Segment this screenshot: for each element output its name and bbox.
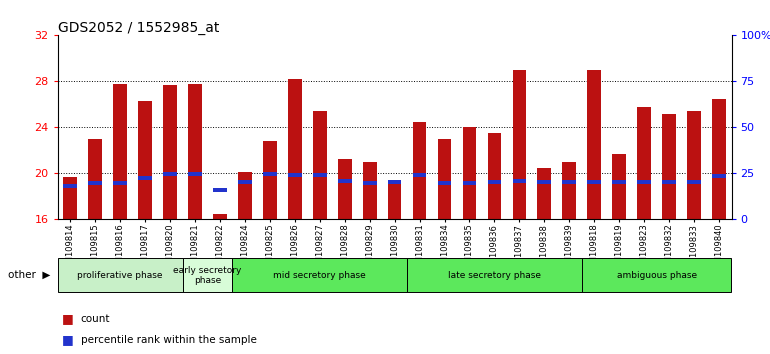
Bar — [263, 141, 276, 219]
Bar — [338, 159, 352, 219]
Text: other  ▶: other ▶ — [8, 270, 50, 280]
Bar — [213, 188, 227, 192]
Text: proliferative phase: proliferative phase — [77, 271, 163, 280]
Bar — [63, 177, 77, 219]
Bar — [638, 107, 651, 219]
Bar — [89, 181, 102, 185]
Bar — [313, 111, 326, 219]
Text: ■: ■ — [62, 333, 73, 346]
Bar — [487, 133, 501, 219]
Bar — [513, 70, 526, 219]
Bar — [288, 79, 302, 219]
Bar — [388, 181, 401, 219]
Bar — [513, 179, 526, 183]
Bar — [338, 179, 352, 183]
Text: GDS2052 / 1552985_at: GDS2052 / 1552985_at — [58, 21, 219, 35]
Text: late secretory phase: late secretory phase — [448, 271, 541, 280]
Bar — [638, 180, 651, 184]
Bar — [712, 99, 726, 219]
Text: count: count — [81, 314, 110, 324]
Bar — [588, 70, 601, 219]
Text: ■: ■ — [62, 312, 73, 325]
Bar — [238, 180, 252, 184]
Bar — [113, 181, 127, 185]
Text: early secretory
phase: early secretory phase — [173, 266, 242, 285]
Bar — [263, 172, 276, 176]
Bar — [562, 180, 576, 184]
Text: percentile rank within the sample: percentile rank within the sample — [81, 335, 256, 345]
Bar — [113, 84, 127, 219]
Bar — [662, 114, 676, 219]
Bar — [139, 176, 152, 181]
Bar — [388, 180, 401, 184]
Bar — [437, 181, 451, 185]
Bar — [288, 173, 302, 177]
Bar — [687, 180, 701, 184]
Bar — [437, 139, 451, 219]
Bar — [612, 154, 626, 219]
Bar — [363, 181, 377, 185]
Bar — [712, 174, 726, 178]
Bar — [63, 184, 77, 188]
Bar — [463, 181, 477, 185]
Bar — [537, 180, 551, 184]
Text: mid secretory phase: mid secretory phase — [273, 271, 367, 280]
Bar — [487, 180, 501, 184]
Bar — [188, 84, 202, 219]
Bar — [662, 180, 676, 184]
Bar — [463, 127, 477, 219]
Bar — [213, 214, 227, 219]
Bar — [612, 180, 626, 184]
Bar — [313, 173, 326, 177]
Bar — [188, 172, 202, 176]
Bar — [687, 111, 701, 219]
Bar — [238, 172, 252, 219]
Bar — [413, 173, 427, 177]
Bar — [413, 122, 427, 219]
Bar — [537, 168, 551, 219]
Text: ambiguous phase: ambiguous phase — [617, 271, 697, 280]
Bar — [163, 172, 177, 176]
Bar — [89, 139, 102, 219]
Bar — [163, 85, 177, 219]
Bar — [139, 101, 152, 219]
Bar — [363, 162, 377, 219]
Bar — [562, 162, 576, 219]
Bar — [588, 180, 601, 184]
